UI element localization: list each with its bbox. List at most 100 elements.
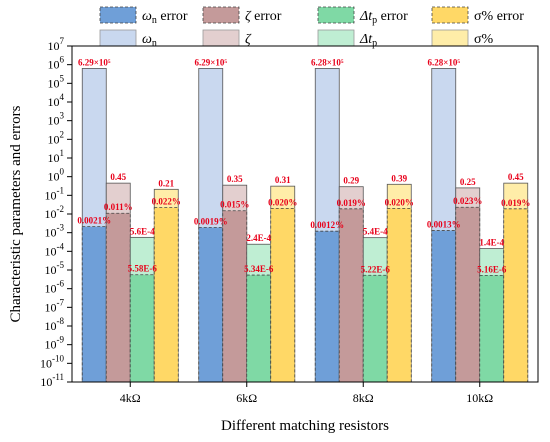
error-label: 0.020% <box>385 197 414 207</box>
error-label: 0.022% <box>152 197 181 207</box>
error-bar <box>479 274 505 383</box>
legend-symbol: Δt <box>359 9 373 24</box>
legend-label: σ% error <box>474 9 524 24</box>
legend-label: σ% <box>474 32 494 47</box>
plot-bars <box>81 68 529 383</box>
y-tick-label: 10-6 <box>45 279 65 296</box>
y-tick-base: 10 <box>45 282 57 296</box>
legend-symbol: ζ <box>245 32 252 47</box>
legend-swatch <box>99 6 137 24</box>
legend-subscript: n <box>152 38 157 49</box>
legend-symbol: Δt <box>359 32 373 47</box>
y-tick-base: 10 <box>48 151 60 165</box>
y-tick-exponent: 1 <box>60 148 65 158</box>
y-tick-label: 10-3 <box>45 223 65 240</box>
y-tick-label: 10-4 <box>45 241 65 258</box>
legend-suffix: error <box>377 9 408 24</box>
x-axis-title: Different matching resistors <box>221 418 389 434</box>
error-label: 0.019% <box>337 198 366 208</box>
y-tick-label: 10-7 <box>45 297 65 314</box>
y-tick-exponent: -7 <box>57 297 65 307</box>
error-label: 5.16E-6 <box>477 264 507 274</box>
legend-swatch <box>317 6 355 24</box>
error-bar <box>198 227 224 383</box>
legend-label: Δtp <box>359 32 377 49</box>
legend-label: ζ error <box>245 9 282 24</box>
error-bar <box>222 210 248 383</box>
value-label: 0.29 <box>343 176 359 186</box>
y-tick-base: 10 <box>40 356 52 370</box>
value-label: 6.28×10⁵ <box>427 57 460 67</box>
y-tick-exponent: 3 <box>60 111 65 121</box>
y-tick-label: 105 <box>48 73 65 90</box>
legend-swatch <box>202 29 240 47</box>
error-bar <box>129 274 155 383</box>
data-labels: 6.29×10⁵ 0.0021% 0.45 0.011% 5.6E-4 5.58E-6 0.… <box>77 57 530 274</box>
value-label: 6.29×10⁵ <box>78 57 111 67</box>
y-tick-base: 10 <box>45 207 57 221</box>
y-axis-title: Characteristic parameters and errors <box>8 105 24 322</box>
error-bar <box>270 207 296 383</box>
y-tick-exponent: -2 <box>57 204 65 214</box>
legend-suffix: error <box>493 9 524 24</box>
error-bar <box>455 206 481 383</box>
legend-suffix: error <box>251 9 282 24</box>
error-bar <box>314 230 340 383</box>
y-tick-exponent: 7 <box>60 36 65 46</box>
legend-symbol: ζ <box>245 9 252 24</box>
legend-symbol: ω <box>142 32 152 47</box>
legend-suffix: error <box>157 9 188 24</box>
error-bar <box>81 226 107 383</box>
x-axis: 4kΩ 6kΩ 8kΩ 10kΩ <box>120 382 493 405</box>
value-label: 0.35 <box>227 174 243 184</box>
y-tick-label: 102 <box>48 129 65 146</box>
y-tick-label: 107 <box>48 36 65 53</box>
error-label: 0.0012% <box>310 220 344 230</box>
error-label: 0.0013% <box>427 220 461 230</box>
y-tick-base: 10 <box>48 114 60 128</box>
y-tick-base: 10 <box>45 319 57 333</box>
error-label: 0.0019% <box>194 216 228 226</box>
y-tick-base: 10 <box>48 170 60 184</box>
legend-swatch <box>431 6 469 24</box>
error-label: 0.0021% <box>77 216 111 226</box>
legend-swatch <box>99 29 137 47</box>
value-label: 0.39 <box>391 173 407 183</box>
legend-label: Δtp error <box>359 9 408 26</box>
x-tick-label: 10kΩ <box>466 391 493 405</box>
y-tick-exponent: -11 <box>52 372 64 382</box>
value-label: 0.25 <box>460 177 476 187</box>
value-label: 5.4E-4 <box>363 227 388 237</box>
y-tick-label: 104 <box>48 92 65 109</box>
y-tick-label: 10-8 <box>45 316 65 333</box>
legend-swatch <box>431 29 469 47</box>
y-axis: 10710610510410310210110010-110-210-310-4… <box>40 36 72 389</box>
error-label: 5.58E-6 <box>128 264 158 274</box>
error-bar <box>362 274 388 383</box>
legend-subscript: n <box>152 15 157 26</box>
value-label: 2.4E-4 <box>246 233 271 243</box>
legend-subscript: p <box>372 15 377 26</box>
y-tick-label: 10-5 <box>45 260 65 277</box>
y-tick-base: 10 <box>45 300 57 314</box>
y-tick-exponent: -4 <box>57 241 65 251</box>
legend-label: ωn <box>142 32 157 49</box>
error-bar <box>431 230 457 383</box>
y-tick-exponent: -5 <box>57 260 65 270</box>
y-tick-base: 10 <box>45 188 57 202</box>
value-label: 0.21 <box>158 178 174 188</box>
y-tick-label: 100 <box>48 167 65 184</box>
y-tick-exponent: 0 <box>60 167 65 177</box>
value-label: 0.31 <box>275 175 291 185</box>
error-label: 5.22E-6 <box>361 264 391 274</box>
y-tick-label: 106 <box>48 55 65 72</box>
y-tick-base: 10 <box>48 58 60 72</box>
value-label: 0.45 <box>508 172 524 182</box>
value-label: 6.28×10⁵ <box>311 57 344 67</box>
y-tick-exponent: 4 <box>60 92 65 102</box>
legend-subscript: p <box>372 38 377 49</box>
y-tick-base: 10 <box>45 263 57 277</box>
y-tick-base: 10 <box>45 338 57 352</box>
error-bar <box>386 207 412 383</box>
